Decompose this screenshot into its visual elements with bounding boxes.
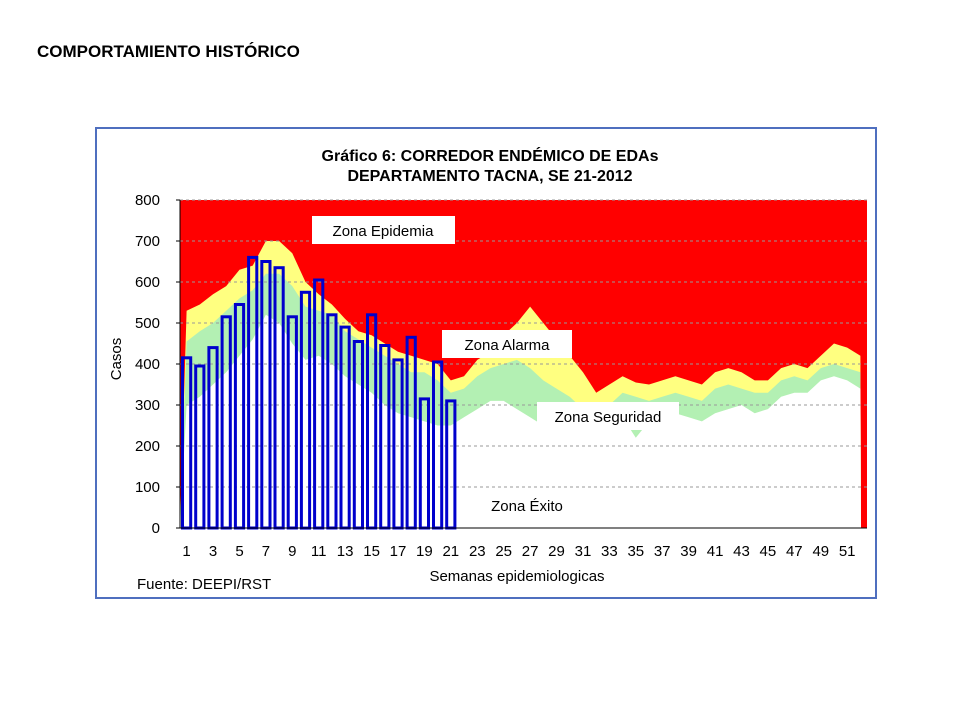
- x-tick-label: 3: [209, 543, 217, 560]
- svg-text:Zona Alarma: Zona Alarma: [464, 337, 550, 354]
- y-tick-label: 500: [135, 315, 160, 332]
- y-tick-label: 0: [152, 520, 160, 537]
- label-zona-alarma: Zona Alarma: [442, 330, 572, 358]
- x-tick-label: 29: [548, 543, 565, 560]
- x-tick-label: 45: [760, 543, 777, 560]
- label-zona-seguridad: Zona Seguridad: [537, 402, 679, 430]
- x-tick-label: 47: [786, 543, 803, 560]
- x-tick-label: 5: [235, 543, 243, 560]
- y-tick-label: 600: [135, 274, 160, 291]
- svg-text:Zona Seguridad: Zona Seguridad: [555, 409, 662, 426]
- y-tick-label: 200: [135, 438, 160, 455]
- x-tick-label: 17: [390, 543, 407, 560]
- x-tick-label: 1: [182, 543, 190, 560]
- x-tick-label: 11: [311, 543, 327, 560]
- chart-frame: 0 100 200 300 400 500 600 700 800 1 3 5 7 9 11 13 15 17 1…: [95, 127, 877, 599]
- y-tick-label: 700: [135, 233, 160, 250]
- y-axis-label: Casos: [108, 338, 125, 381]
- slide-title: COMPORTAMIENTO HISTÓRICO: [37, 42, 300, 61]
- x-tick-label: 41: [707, 543, 724, 560]
- x-tick-label: 31: [575, 543, 592, 560]
- x-tick-label: 51: [839, 543, 856, 560]
- x-tick-label: 23: [469, 543, 486, 560]
- chart-subtitle: DEPARTAMENTO TACNA, SE 21-2012: [347, 168, 632, 185]
- x-tick-label: 25: [495, 543, 512, 560]
- x-tick-label: 37: [654, 543, 671, 560]
- chart-title: Gráfico 6: CORREDOR ENDÉMICO DE EDAs: [322, 146, 659, 165]
- x-tick-label: 13: [337, 543, 354, 560]
- y-tick-label: 100: [135, 479, 160, 496]
- x-tick-label: 27: [522, 543, 539, 560]
- x-tick-label: 35: [627, 543, 644, 560]
- y-tick-labels: 0 100 200 300 400 500 600 700 800: [135, 192, 180, 537]
- x-tick-label: 21: [442, 543, 459, 560]
- x-tick-label: 33: [601, 543, 618, 560]
- x-tick-labels: 1 3 5 7 9 11 13 15 17 19 21 23 25 27 29 31 33 35 37 39 41 43 4…: [182, 543, 855, 560]
- x-tick-label: 39: [680, 543, 697, 560]
- y-tick-label: 400: [135, 356, 160, 373]
- x-tick-label: 9: [288, 543, 296, 560]
- label-zona-epidemia: Zona Epidemia: [312, 216, 455, 244]
- gridlines: [180, 199, 867, 488]
- x-axis-label: Semanas epidemiologicas: [429, 568, 604, 585]
- x-tick-label: 7: [262, 543, 270, 560]
- y-tick-label: 800: [135, 192, 160, 209]
- source-note: Fuente: DEEPI/RST: [137, 576, 271, 593]
- x-tick-label: 43: [733, 543, 750, 560]
- x-tick-label: 19: [416, 543, 433, 560]
- svg-text:Zona Epidemia: Zona Epidemia: [333, 223, 435, 240]
- label-zona-exito: Zona Éxito: [491, 498, 563, 515]
- y-tick-label: 300: [135, 397, 160, 414]
- x-tick-label: 15: [363, 543, 380, 560]
- x-tick-label: 49: [812, 543, 829, 560]
